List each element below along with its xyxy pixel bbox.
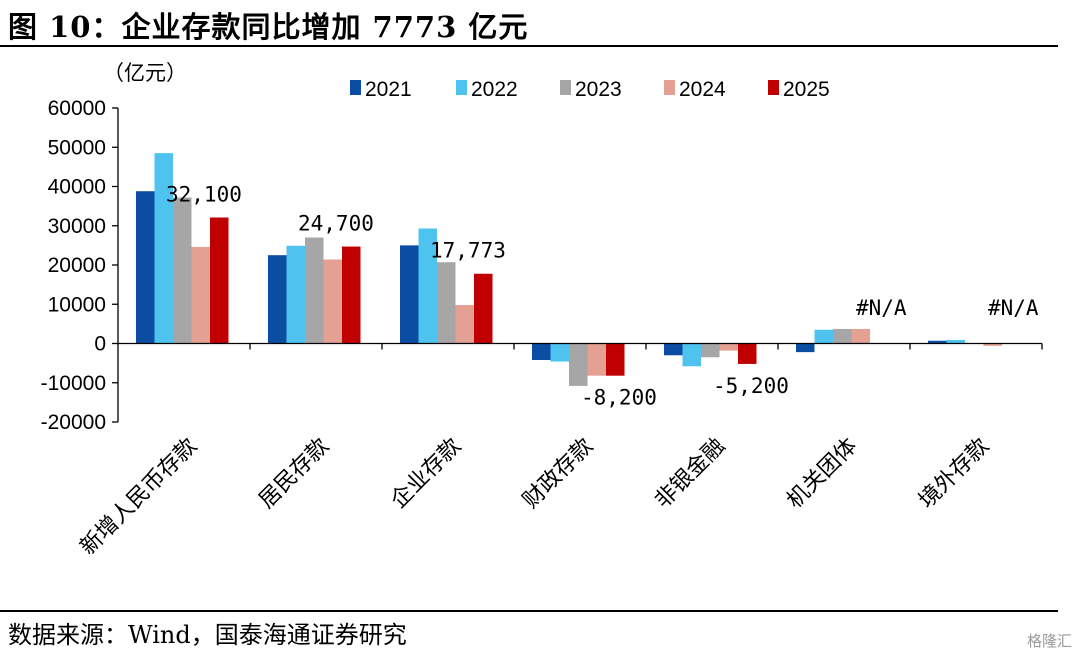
bar-2021 bbox=[268, 255, 287, 344]
category-label: 机关团体 bbox=[782, 434, 862, 514]
legend-label-2021: 2021 bbox=[365, 78, 412, 101]
bar-2023 bbox=[173, 197, 192, 344]
bar-2021 bbox=[532, 343, 551, 360]
y-tick-label: -20000 bbox=[41, 411, 106, 434]
bar-2022 bbox=[946, 339, 965, 344]
bars-group bbox=[136, 153, 1002, 386]
legend-swatch-2021 bbox=[350, 80, 361, 95]
legend-swatch-2022 bbox=[456, 80, 467, 95]
bar-2024 bbox=[983, 343, 1002, 346]
bar-2021 bbox=[796, 343, 815, 353]
bar-2025 bbox=[342, 246, 361, 344]
bar-2021 bbox=[400, 245, 419, 344]
category-label: 非银金融 bbox=[650, 434, 730, 514]
legend-swatch-2025 bbox=[768, 80, 779, 95]
legend-label-2022: 2022 bbox=[471, 78, 518, 101]
top-rule bbox=[0, 45, 1058, 47]
bar-2024 bbox=[851, 328, 870, 344]
bar-2021 bbox=[136, 191, 155, 344]
y-tick-label: 40000 bbox=[48, 176, 106, 199]
y-tick-label: 30000 bbox=[48, 215, 106, 238]
x-axis bbox=[118, 342, 1043, 350]
bar-2025 bbox=[210, 217, 229, 344]
bar-chart: 60000 50000 40000 30000 20000 10000 0 -10000 -20… bbox=[41, 62, 1043, 561]
legend-label-2025: 2025 bbox=[783, 78, 830, 101]
y-tick-label: 0 bbox=[94, 333, 106, 356]
y-tick-label: -10000 bbox=[41, 372, 106, 395]
y-axis: 60000 50000 40000 30000 20000 10000 0 -10000 -20… bbox=[41, 97, 119, 434]
bar-2022 bbox=[814, 329, 833, 344]
bar-2024 bbox=[323, 259, 342, 344]
bar-2025 bbox=[474, 273, 493, 344]
legend-swatch-2023 bbox=[560, 80, 571, 95]
data-label: -8,200 bbox=[581, 386, 657, 410]
bar-2023 bbox=[833, 328, 852, 344]
category-label: 境外存款 bbox=[914, 434, 994, 514]
y-tick-label: 50000 bbox=[48, 136, 106, 159]
data-label: -5,200 bbox=[713, 374, 789, 398]
category-label: 财政存款 bbox=[518, 434, 598, 514]
category-label: 居民存款 bbox=[254, 434, 334, 514]
y-unit-label: （亿元） bbox=[103, 62, 187, 85]
data-labels: 32,100 24,700 17,773 -8,200 -5,200 #N/A #N/A bbox=[166, 183, 1039, 410]
data-label: #N/A bbox=[988, 296, 1039, 320]
category-label: 新增人民币存款 bbox=[76, 434, 203, 561]
bar-2023 bbox=[437, 262, 456, 344]
bar-2025 bbox=[738, 343, 757, 364]
watermark: 格隆汇 bbox=[1026, 632, 1072, 650]
page-title: 图 10：企业存款同比增加 7773 亿元 bbox=[8, 10, 529, 44]
bar-2024 bbox=[719, 343, 738, 351]
category-labels: 新增人民币存款 居民存款 企业存款 财政存款 非银金融 机关团体 境外存款 bbox=[76, 434, 995, 561]
bar-2022 bbox=[418, 228, 437, 344]
source-note: 数据来源：Wind，国泰海通证券研究 bbox=[8, 621, 407, 649]
legend-swatch-2024 bbox=[664, 80, 675, 95]
y-tick-label: 10000 bbox=[48, 293, 106, 316]
legend-label-2023: 2023 bbox=[575, 78, 622, 101]
y-tick-label: 20000 bbox=[48, 254, 106, 277]
data-label: 17,773 bbox=[430, 239, 506, 263]
bar-2025 bbox=[606, 343, 625, 376]
bar-2024 bbox=[455, 305, 474, 344]
bar-2023 bbox=[701, 343, 720, 358]
bar-2021 bbox=[664, 343, 683, 356]
bottom-rule bbox=[0, 610, 1058, 612]
bar-2023 bbox=[305, 237, 324, 344]
bar-2022 bbox=[682, 343, 701, 367]
bar-2022 bbox=[154, 153, 173, 344]
legend: 2021 2022 2023 2024 2025 bbox=[350, 78, 830, 101]
data-label: #N/A bbox=[856, 296, 907, 320]
bar-2024 bbox=[191, 246, 210, 344]
bar-2021 bbox=[928, 340, 947, 344]
category-label: 企业存款 bbox=[386, 434, 466, 514]
data-label: 32,100 bbox=[166, 183, 242, 207]
legend-label-2024: 2024 bbox=[679, 78, 726, 101]
bar-2022 bbox=[286, 245, 305, 344]
bar-2022 bbox=[550, 343, 569, 362]
bar-2024 bbox=[587, 343, 606, 376]
data-label: 24,700 bbox=[298, 212, 374, 236]
y-tick-label: 60000 bbox=[48, 97, 106, 120]
bar-2023 bbox=[569, 343, 588, 386]
